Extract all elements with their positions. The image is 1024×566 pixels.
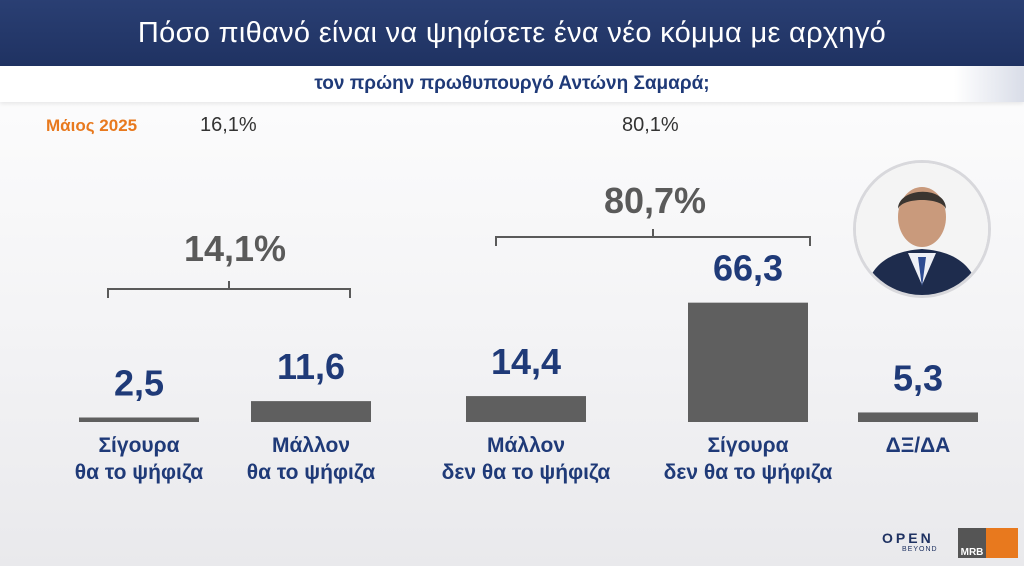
subtitle-accent-stripe bbox=[954, 66, 1024, 102]
mrb-logo-accent bbox=[986, 528, 1018, 558]
open-logo: OPEN bbox=[882, 530, 934, 546]
bar-2 bbox=[251, 401, 371, 422]
politician-portrait bbox=[853, 160, 991, 298]
chart-title: Πόσο πιθανό είναι να ψηφίσετε ένα νέο κό… bbox=[0, 0, 1024, 66]
category-label-1-line-1: Σίγουρα bbox=[98, 434, 179, 457]
positive-group-bracket bbox=[107, 281, 351, 298]
bar-5 bbox=[858, 412, 978, 422]
comparison-negative-value: 80,1% bbox=[622, 114, 679, 136]
bar-value-label-5: 5,3 bbox=[893, 357, 943, 398]
category-label-2-line-1: Μάλλον bbox=[272, 434, 350, 457]
comparison-period: Μάιος 2025 bbox=[46, 116, 138, 135]
bar-value-label-1: 2,5 bbox=[114, 363, 164, 404]
category-label-3-line-1: Μάλλον bbox=[487, 434, 565, 457]
category-label-1-line-2: θα το ψήφιζα bbox=[75, 461, 204, 484]
category-label-3-line-2: δεν θα το ψήφιζα bbox=[442, 461, 611, 484]
bar-value-label-3: 14,4 bbox=[491, 341, 561, 382]
bar-1 bbox=[79, 417, 199, 422]
comparison-positive-value: 16,1% bbox=[200, 114, 257, 136]
positive-group-total: 14,1% bbox=[183, 228, 287, 269]
bar-value-label-2: 11,6 bbox=[277, 346, 345, 387]
negative-group-total: 80,7% bbox=[603, 180, 707, 221]
mrb-logo: MRB bbox=[958, 528, 986, 558]
category-label-4-line-2: δεν θα το ψήφιζα bbox=[664, 461, 833, 484]
category-label-4-line-1: Σίγουρα bbox=[707, 434, 788, 457]
chart-subtitle: τον πρώην πρωθυπουργό Αντώνη Σαμαρά; bbox=[0, 66, 1024, 102]
open-logo-subtitle: BEYOND bbox=[902, 546, 938, 553]
bar-value-label-4: 66,3 bbox=[713, 248, 783, 289]
negative-group-bracket bbox=[495, 229, 811, 246]
category-label-2-line-2: θα το ψήφιζα bbox=[247, 461, 376, 484]
category-label-5-line-1: ΔΞ/ΔΑ bbox=[886, 434, 951, 457]
bar-3 bbox=[466, 396, 586, 422]
bar-4 bbox=[688, 302, 808, 422]
